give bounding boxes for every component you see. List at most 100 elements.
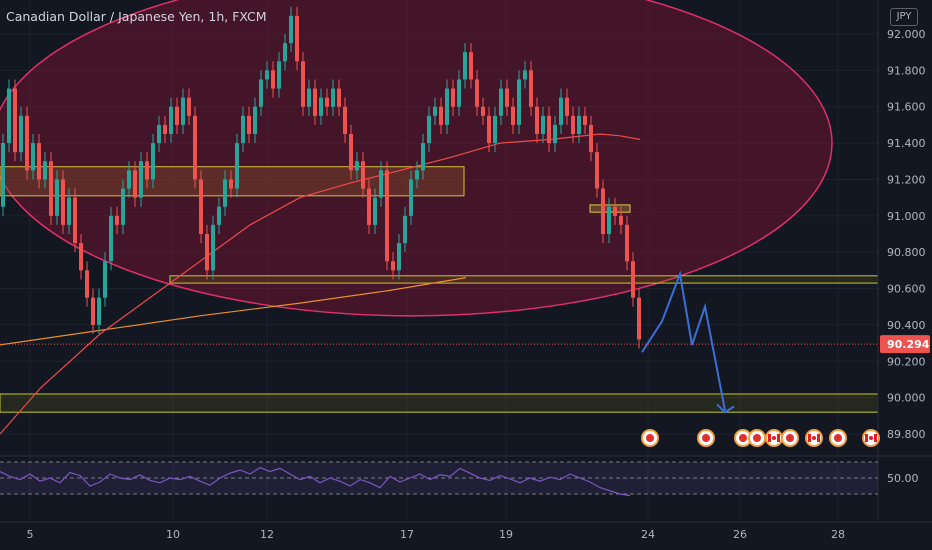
- candle-body: [139, 161, 143, 198]
- candle-body: [331, 88, 335, 107]
- candle-body: [553, 124, 557, 144]
- candle-body: [403, 215, 407, 244]
- candle-body: [283, 43, 287, 62]
- price-tick-label: 91.800: [887, 64, 926, 77]
- candle-body: [223, 179, 227, 207]
- candle-body: [205, 234, 209, 271]
- candle-body: [439, 106, 443, 125]
- candle-body: [199, 179, 203, 234]
- candle-body: [43, 161, 47, 180]
- canada-flag-icon[interactable]: [765, 429, 783, 447]
- candle-body: [433, 106, 437, 116]
- event-markers[interactable]: [641, 429, 880, 447]
- event-dot: [834, 434, 842, 442]
- candle-body: [73, 197, 77, 244]
- economic-event-icon[interactable]: [829, 429, 847, 447]
- price-tick-label: 90.600: [887, 283, 926, 296]
- candle-body: [55, 179, 59, 216]
- candle-body: [25, 115, 29, 171]
- candle-body: [235, 143, 239, 189]
- chart-title: Canadian Dollar / Japanese Yen, 1h, FXCM: [6, 9, 267, 24]
- candle-body: [115, 215, 119, 225]
- candle-body: [91, 297, 95, 325]
- candle-body: [169, 106, 173, 134]
- candle-body: [595, 152, 599, 189]
- candle-body: [247, 115, 251, 134]
- price-tick-label: 90.400: [887, 319, 926, 332]
- ellipse-shape: [0, 0, 833, 317]
- candle-body: [505, 88, 509, 107]
- candle-body: [631, 261, 635, 298]
- candle-body: [7, 88, 11, 144]
- red-moving-average: [0, 133, 641, 435]
- candle-body: [145, 161, 149, 180]
- candle-body: [271, 70, 275, 89]
- candle-body: [103, 261, 107, 298]
- ellipse-drawing[interactable]: [0, 0, 833, 317]
- candle-body: [391, 261, 395, 271]
- price-axis[interactable]: 92.000 91.800 91.600 91.400 91.200 91.000 90.8…: [877, 0, 930, 520]
- candle-body: [457, 79, 461, 107]
- candle-body: [547, 115, 551, 144]
- candle-body: [397, 243, 401, 271]
- price-series: [1, 6, 641, 349]
- flag-left: [808, 434, 811, 442]
- candle-body: [385, 170, 389, 262]
- candle-body: [463, 52, 467, 80]
- candle-body: [451, 88, 455, 107]
- economic-event-icon[interactable]: [781, 429, 799, 447]
- rsi-label: 50.00: [887, 472, 919, 485]
- candle-body: [511, 106, 515, 125]
- candle-body: [241, 115, 245, 144]
- candle-body: [607, 206, 611, 234]
- candle-body: [427, 115, 431, 144]
- economic-event-icon[interactable]: [697, 429, 715, 447]
- canada-flag-icon[interactable]: [862, 429, 880, 447]
- flag-leaf: [812, 436, 816, 440]
- candle-body: [289, 15, 293, 44]
- time-axis[interactable]: 5 10 12 17 19 24 26 28: [0, 521, 932, 541]
- candle-body: [379, 170, 383, 198]
- candle-body: [409, 179, 413, 216]
- moving-averages: [0, 133, 641, 435]
- candle-body: [307, 88, 311, 107]
- time-tick-label: 24: [641, 528, 655, 541]
- candle-body: [295, 15, 299, 62]
- time-tick-label: 10: [166, 528, 180, 541]
- rsi-pane[interactable]: 50.00: [0, 455, 932, 497]
- candle-body: [475, 79, 479, 107]
- economic-event-icon[interactable]: [734, 429, 752, 447]
- candle-body: [175, 106, 179, 125]
- candle-body: [523, 70, 527, 80]
- projection-line: [641, 270, 726, 411]
- flag-right: [874, 434, 877, 442]
- candle-body: [601, 188, 605, 234]
- price-tick-label: 91.600: [887, 101, 926, 114]
- candle-body: [229, 179, 233, 189]
- candle-body: [373, 197, 377, 225]
- canada-flag-icon[interactable]: [805, 429, 823, 447]
- candle-body: [349, 134, 353, 171]
- projection-arrowhead: [716, 403, 735, 414]
- candle-body: [577, 115, 581, 134]
- candle-body: [355, 161, 359, 171]
- candle-body: [445, 88, 449, 125]
- event-dot: [739, 434, 747, 442]
- candle-body: [67, 197, 71, 225]
- time-tick-label: 26: [733, 528, 747, 541]
- price-tick-label: 92.000: [887, 28, 926, 41]
- candle-body: [571, 115, 575, 134]
- economic-event-icon[interactable]: [748, 429, 766, 447]
- candle-body: [481, 106, 485, 116]
- candle-body: [163, 124, 167, 134]
- economic-event-icon[interactable]: [641, 429, 659, 447]
- resistance-band: [169, 275, 879, 284]
- price-tick-label: 90.800: [887, 246, 926, 259]
- candle-body: [157, 124, 161, 144]
- time-tick-label: 5: [27, 528, 34, 541]
- projection-arrow[interactable]: [641, 270, 735, 414]
- currency-badge[interactable]: JPY: [890, 8, 918, 26]
- candle-body: [121, 188, 125, 225]
